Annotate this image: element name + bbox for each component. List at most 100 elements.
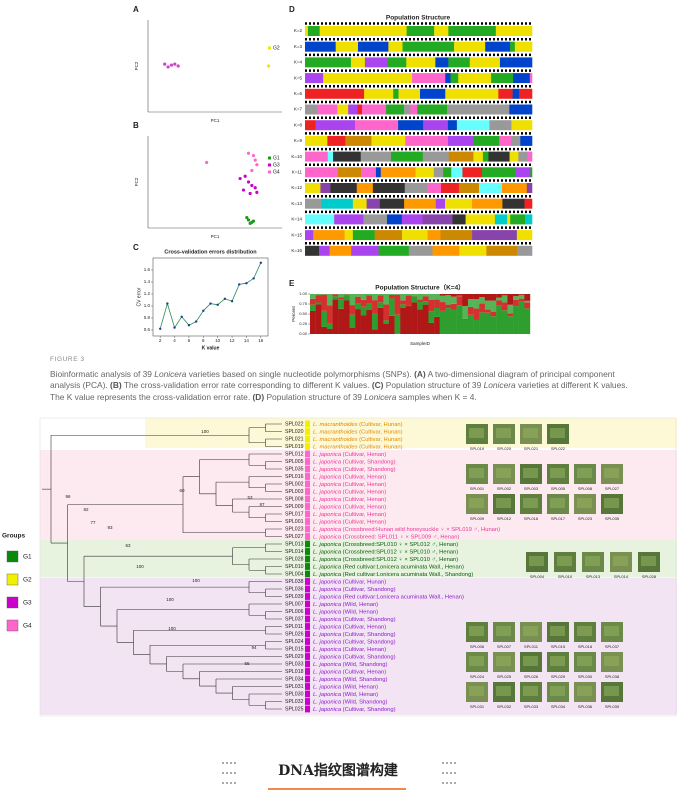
photo-detail [496, 428, 511, 438]
leaf-id: SPL003 [285, 489, 304, 495]
structure-block [360, 151, 392, 162]
detail: (Cultivar, Hunan) [357, 422, 402, 428]
structure-block [354, 120, 385, 131]
photo-detail [577, 686, 592, 696]
photo-detail [550, 656, 565, 666]
group-marker [305, 608, 310, 615]
photo-detail [577, 626, 592, 636]
structure-block [499, 135, 512, 146]
structure-block [495, 26, 527, 36]
structure-title: Population Structure（K=4） [375, 284, 464, 292]
row-label: K=13 [291, 201, 302, 206]
structure-block [472, 26, 497, 36]
leaf-label: L. macranthoides (Cultivar, Hunan) [313, 437, 403, 443]
structure-block [434, 316, 440, 334]
point [253, 186, 257, 190]
species: L. japonica [313, 512, 342, 518]
chart-title: Cross-validation errors distribution [164, 249, 257, 255]
structure-block [400, 307, 407, 334]
structure-block [411, 296, 418, 303]
legend-swatch [6, 596, 19, 609]
photo-label: SPL038 [605, 674, 620, 679]
structure-block [451, 294, 457, 297]
structure-block [484, 294, 491, 301]
ornament [442, 782, 456, 784]
leaf-id: SPL009 [285, 504, 304, 510]
structure-block [305, 26, 309, 36]
structure-block [496, 305, 502, 334]
photo-label: SPL014 [614, 574, 629, 579]
structure-block [494, 214, 508, 225]
x-tick-label: 4 [173, 338, 176, 343]
leaf-label: L. macranthoides (Cultivar, Hunan) [313, 422, 403, 428]
structure-block [405, 306, 412, 334]
photo-detail [496, 656, 511, 666]
structure-block [355, 309, 361, 334]
structure-block [498, 88, 513, 99]
bootstrap: 96 [65, 494, 71, 499]
structure-block [492, 230, 518, 241]
structure-block [348, 104, 358, 115]
caption-part: Lonicera [364, 391, 397, 402]
structure-title: Population Structure [386, 15, 451, 22]
ornament [222, 772, 236, 774]
caption-part: The cross-validation error rate correspo… [121, 380, 372, 390]
structure-block [309, 245, 320, 256]
legend-label: G4 [23, 623, 32, 630]
leaf-label: L. macranthoides (Cultivar, Hunan) [313, 444, 403, 450]
row-label: K=5 [294, 75, 303, 80]
detail: (Wild, Henan) [341, 684, 378, 690]
structure-block [448, 57, 471, 68]
species: L. macranthoides [313, 444, 358, 450]
structure-block [427, 183, 442, 193]
structure-block [305, 88, 335, 99]
detail: (Crossbreed:SPL012 ♀ × SPL010 ♂, Henan) [341, 549, 458, 555]
structure-block [527, 151, 533, 162]
photo-detail [585, 556, 600, 566]
structure-block [388, 135, 406, 146]
marker [194, 320, 198, 323]
x-tick-label: 16 [258, 338, 264, 343]
panel-label: A [133, 5, 139, 14]
photo-detail [469, 626, 484, 636]
detail: (Crossbreed: SPL011 ♀ × SPL009 ♂, Henan) [341, 534, 459, 540]
photo-detail [550, 498, 565, 508]
group-marker [305, 480, 310, 488]
legend-label: G4 [273, 169, 280, 175]
structure-block [366, 295, 373, 304]
structure-block [456, 296, 463, 306]
leaf-id: SPL032 [285, 699, 304, 705]
structure-block [428, 311, 435, 323]
row-label: K=9 [294, 138, 303, 143]
point [241, 188, 246, 192]
marker [158, 327, 162, 330]
point [176, 64, 180, 68]
x-axis-label: PC1 [211, 118, 220, 123]
photo-detail [557, 556, 572, 566]
structure-block [417, 294, 424, 300]
marker [166, 302, 169, 305]
structure-block [350, 57, 366, 68]
leaf-id: SPL005 [285, 459, 304, 465]
structure-block [383, 26, 407, 36]
leaf-label: L. japonica (Cultivar, Henan) [313, 489, 386, 495]
structure-block [485, 41, 511, 52]
structure-block [344, 26, 358, 36]
structure-block [315, 294, 322, 296]
structure-block [360, 294, 367, 300]
photo-label: SPL001 [470, 486, 485, 491]
x-tick-label: 14 [244, 338, 250, 343]
structure-block [394, 294, 401, 295]
structure-block [334, 88, 365, 99]
structure-block [338, 294, 345, 298]
leaf-label: L. japonica (Wild, Shandong) [313, 699, 388, 705]
structure-block [383, 320, 390, 324]
structure-block [507, 304, 514, 314]
legend-swatch [268, 163, 271, 167]
structure-block [428, 294, 435, 300]
x-tick-label: 2 [159, 338, 162, 343]
x-tick-label: 12 [230, 338, 236, 343]
marker [187, 324, 191, 327]
leaf-id: SPL018 [285, 669, 304, 675]
